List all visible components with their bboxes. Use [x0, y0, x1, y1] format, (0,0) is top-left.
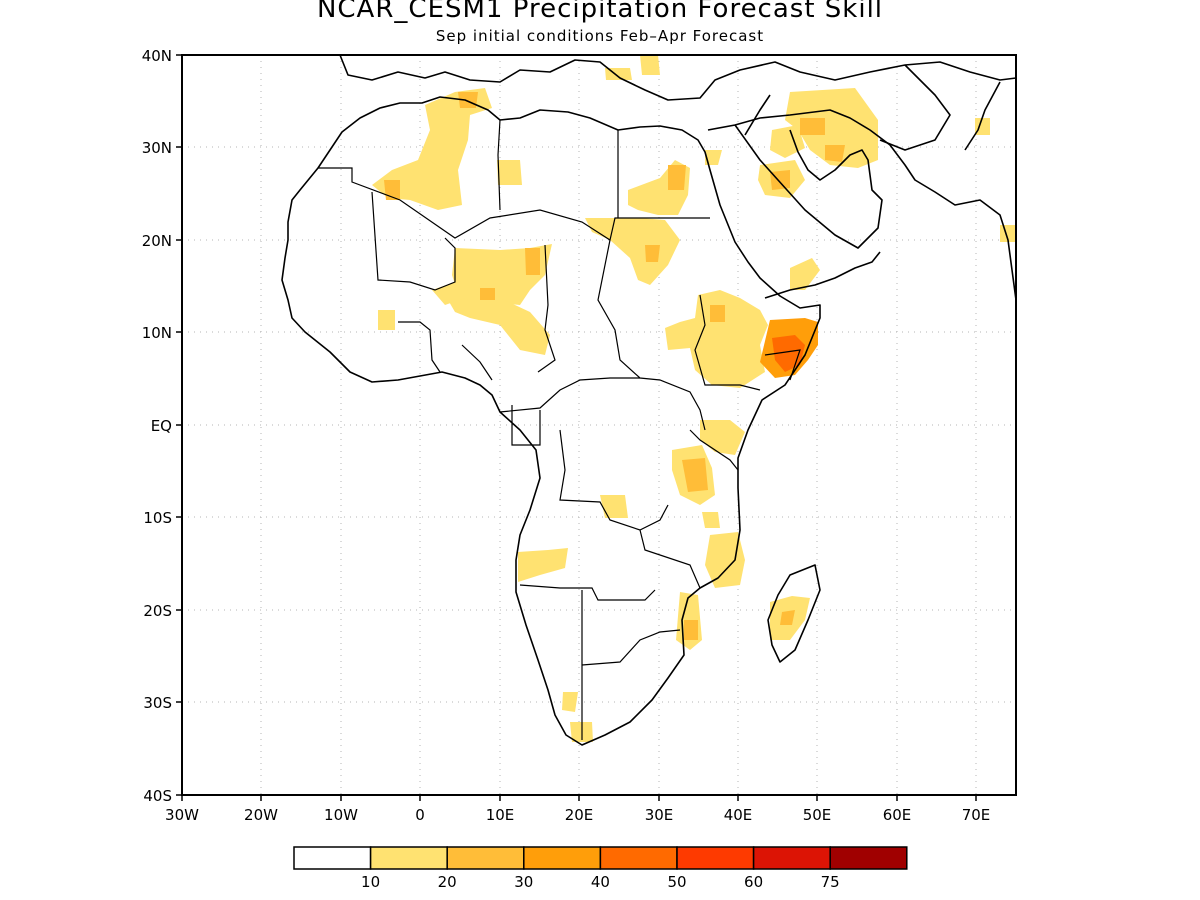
lon-label: 40E: [724, 806, 753, 824]
legend-label: 10: [361, 873, 380, 891]
lon-label: 10W: [324, 806, 358, 824]
legend-label: 60: [744, 873, 763, 891]
lat-axis: 40N 30N 20N 10N EQ 10S 20S 30S 40S: [142, 47, 182, 805]
legend-label: 75: [821, 873, 840, 891]
coastlines: [281, 54, 1017, 746]
map-subtitle: Sep initial conditions Feb–Apr Forecast: [435, 27, 765, 45]
legend-label: 40: [591, 873, 610, 891]
lat-label: EQ: [151, 417, 172, 435]
gridlines: [182, 55, 1016, 795]
lon-label: 20E: [565, 806, 594, 824]
map-title: NCAR_CESM1 Precipitation Forecast Skill: [316, 0, 884, 24]
lat-label: 20N: [142, 232, 172, 250]
color-legend: 10 20 30 40 50 60 75: [293, 846, 908, 891]
lat-label: 30S: [143, 694, 172, 712]
legend-label: 30: [514, 873, 533, 891]
lon-label: 20W: [244, 806, 278, 824]
lat-label: 10N: [142, 324, 172, 342]
legend-label: 20: [438, 873, 457, 891]
lon-label: 10E: [486, 806, 515, 824]
skill-level-40: [772, 335, 805, 372]
lon-label: 70E: [962, 806, 991, 824]
lon-label: 30E: [645, 806, 674, 824]
legend-swatch: [523, 846, 602, 870]
legend-swatch: [293, 846, 372, 870]
legend-swatch: [446, 846, 525, 870]
lat-label: 40N: [142, 47, 172, 65]
legend-swatch: [369, 846, 448, 870]
lon-label: 60E: [883, 806, 912, 824]
legend-swatch: [752, 846, 831, 870]
country-borders: [318, 119, 801, 740]
lat-label: 40S: [143, 787, 172, 805]
lon-label: 0: [415, 806, 425, 824]
lon-label: 30W: [165, 806, 199, 824]
legend-swatch: [599, 846, 678, 870]
legend-swatch: [829, 846, 908, 870]
lat-label: 20S: [143, 602, 172, 620]
lon-axis: 30W 20W 10W 0 10E 20E 30E 40E 50E 60E 70…: [165, 795, 990, 824]
skill-level-20: [384, 92, 845, 640]
lon-label: 50E: [803, 806, 832, 824]
skill-shading: [372, 55, 1016, 742]
legend-label: 50: [667, 873, 686, 891]
legend-swatch: [676, 846, 755, 870]
lat-label: 10S: [143, 509, 172, 527]
lat-label: 30N: [142, 139, 172, 157]
